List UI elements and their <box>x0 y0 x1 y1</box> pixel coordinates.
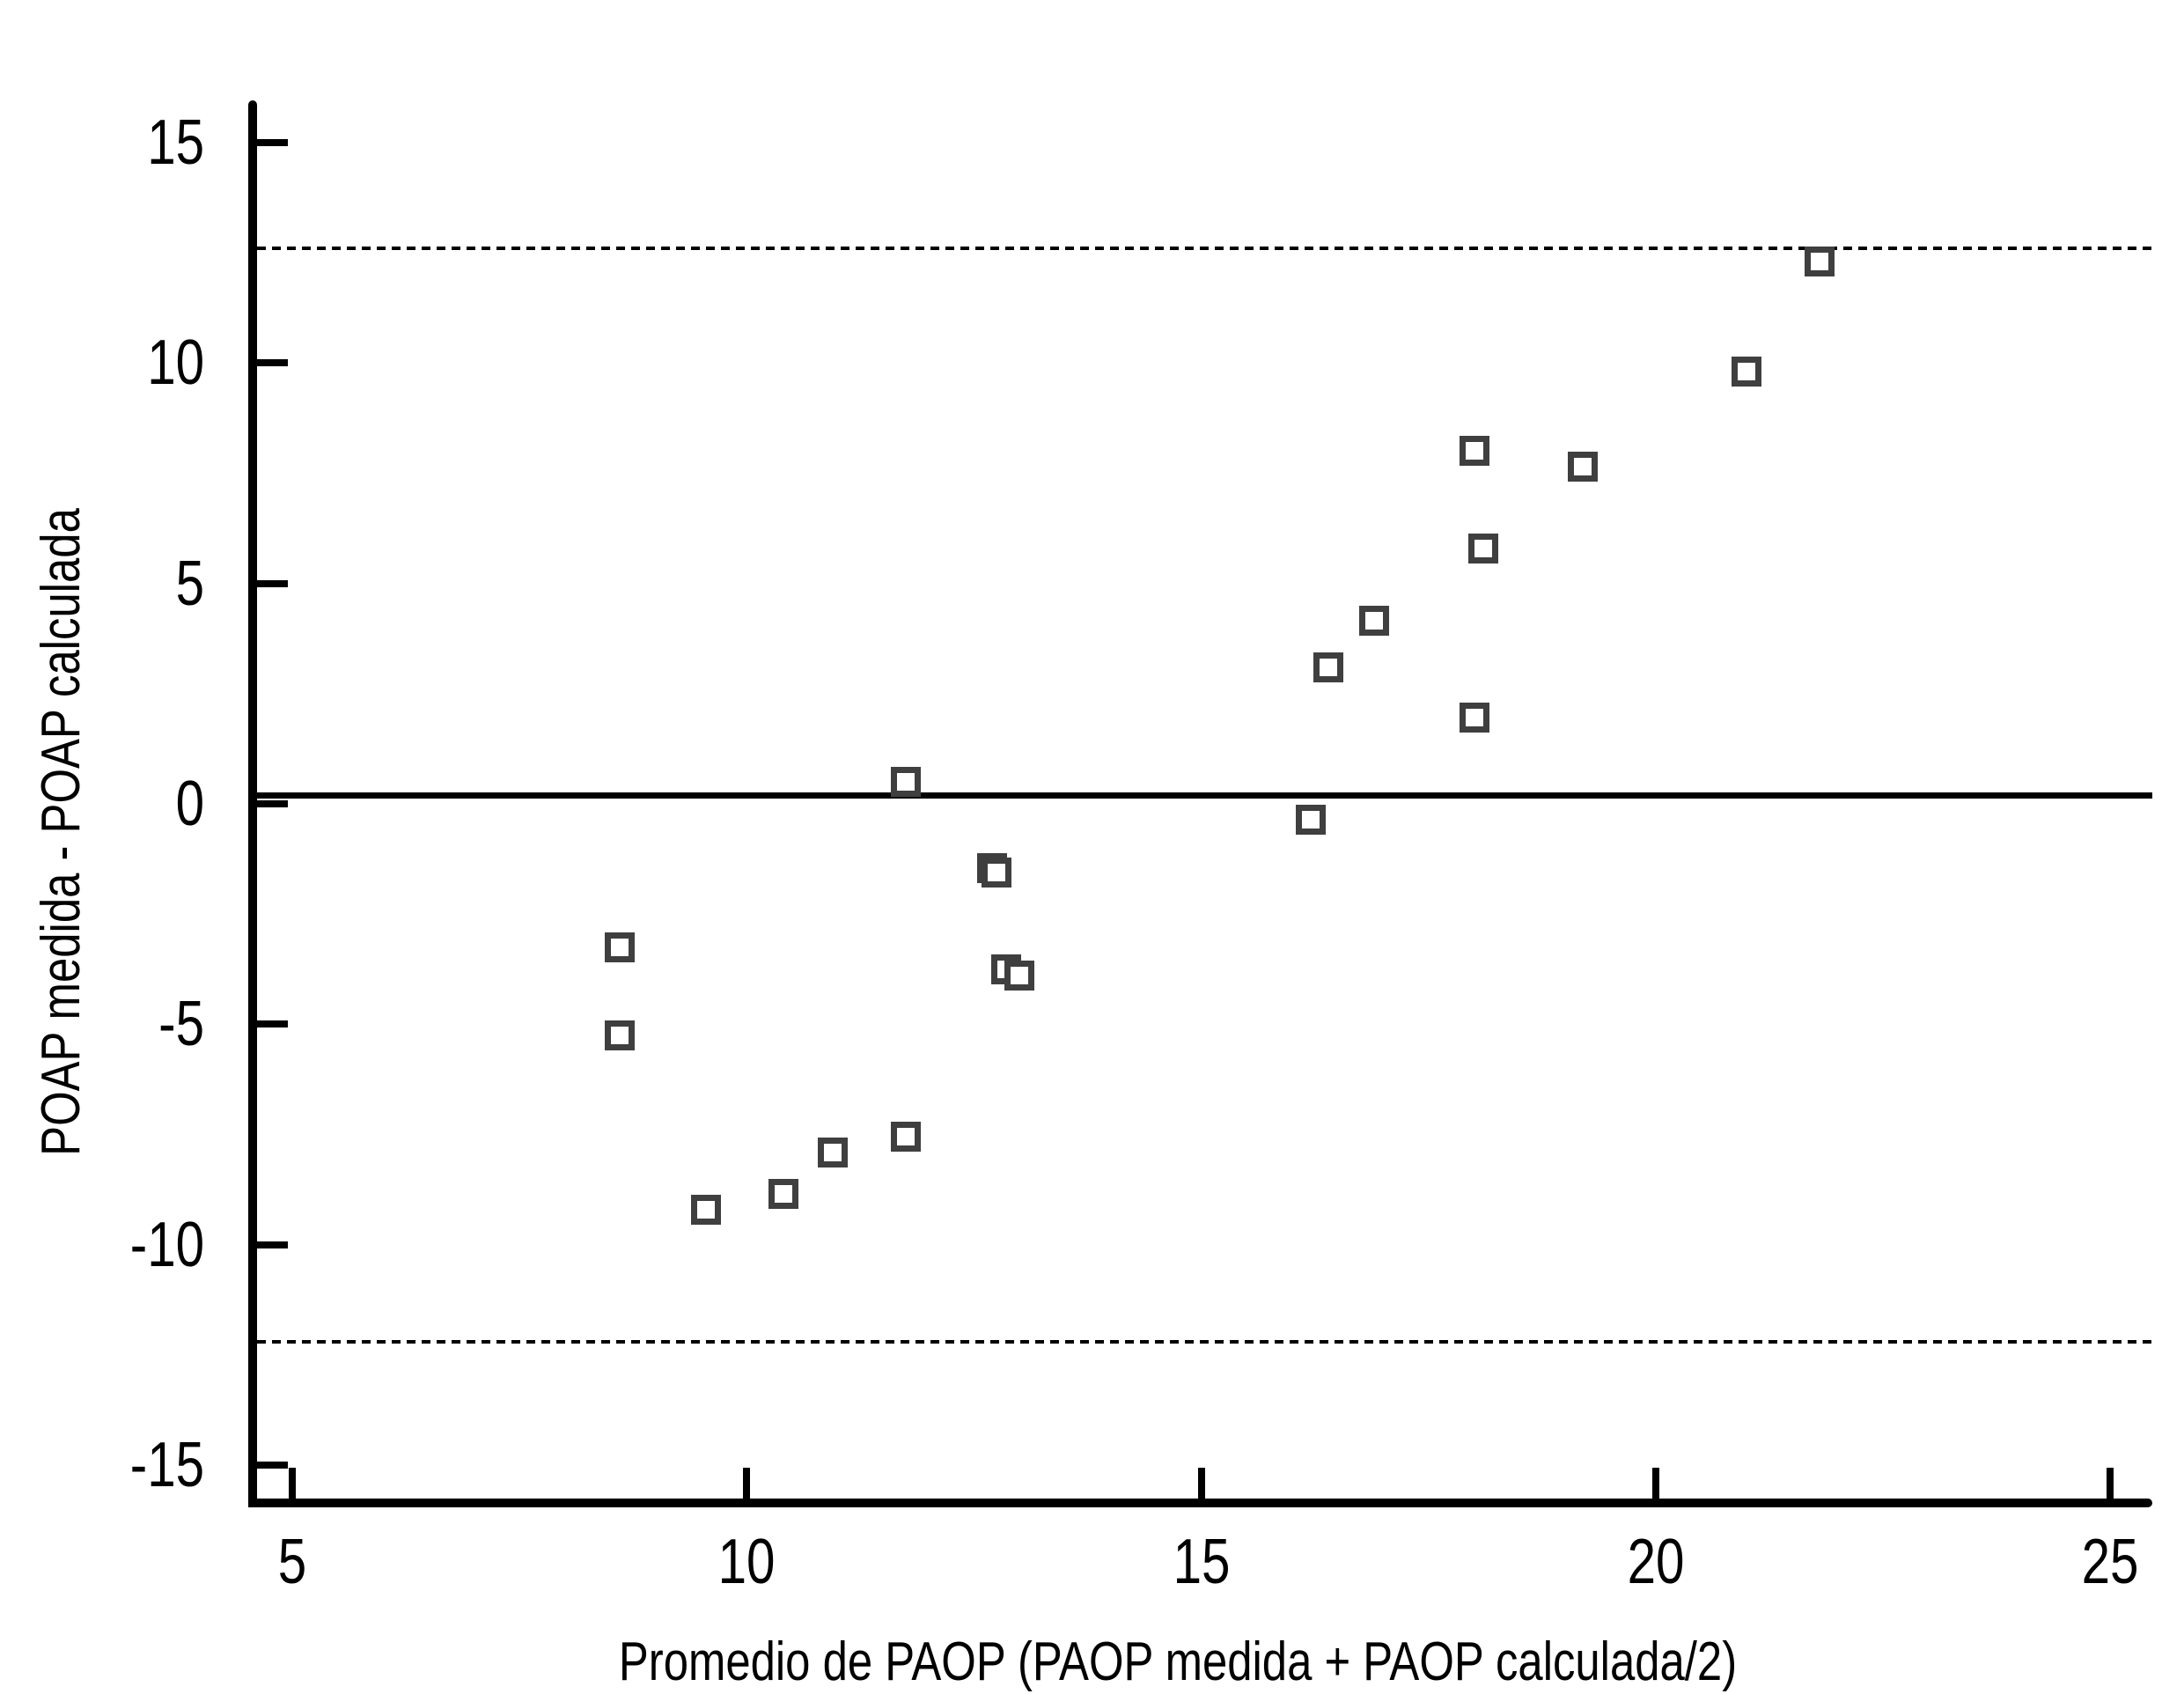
y-axis-title: POAP medida - POAP calculada <box>31 437 92 1226</box>
y-tick-label: 5 <box>0 552 204 615</box>
y-tick-label-text: 5 <box>175 549 204 619</box>
y-tick <box>257 139 288 146</box>
data-point-marker <box>1460 436 1489 466</box>
data-point-marker <box>1805 247 1835 276</box>
x-tick <box>289 1468 296 1499</box>
x-tick-label-text: 10 <box>717 1527 776 1597</box>
x-tick <box>2107 1468 2114 1499</box>
data-point-marker <box>982 858 1011 888</box>
y-tick-label-text: -10 <box>129 1210 204 1280</box>
x-tick-label-text: 15 <box>1173 1527 1231 1597</box>
data-point-marker <box>891 1122 921 1152</box>
data-point-marker <box>1004 961 1034 991</box>
y-tick <box>257 800 288 807</box>
x-tick <box>1652 1468 1659 1499</box>
y-axis-line <box>248 100 257 1506</box>
y-tick-label-text: -15 <box>129 1430 204 1500</box>
lower-limit-line <box>257 1340 2152 1344</box>
y-tick <box>257 1020 288 1027</box>
x-tick-label: 25 <box>2040 1530 2180 1594</box>
x-tick-label-text: 5 <box>277 1527 307 1597</box>
x-tick <box>743 1468 750 1499</box>
data-point-marker <box>1468 534 1498 563</box>
y-tick-label: 0 <box>0 772 204 836</box>
y-tick-label-text: 10 <box>147 328 204 398</box>
data-point-marker <box>768 1179 798 1209</box>
x-tick-label: 5 <box>222 1530 363 1594</box>
x-axis-title: Promedio de PAOP (PAOP medida + PAOP cal… <box>496 1635 1859 1690</box>
data-point-marker <box>605 932 635 962</box>
x-tick-label: 20 <box>1585 1530 1726 1594</box>
x-tick <box>1198 1468 1205 1499</box>
y-tick-label: -15 <box>0 1433 204 1497</box>
data-point-marker <box>1359 606 1389 636</box>
y-tick-label: 15 <box>0 111 204 174</box>
y-tick-label: 10 <box>0 331 204 394</box>
x-tick-label: 10 <box>676 1530 817 1594</box>
data-point-marker <box>691 1195 721 1225</box>
data-point-marker <box>1313 652 1343 682</box>
data-point-marker <box>1296 805 1326 835</box>
mean-line <box>257 792 2152 799</box>
y-tick-label-text: 0 <box>175 769 204 839</box>
data-point-marker <box>605 1020 635 1050</box>
x-tick-label-text: 25 <box>2081 1527 2139 1597</box>
y-tick-label: -5 <box>0 992 204 1056</box>
y-tick-label: -10 <box>0 1213 204 1277</box>
data-point-marker <box>1460 703 1489 733</box>
data-point-marker <box>1732 357 1761 387</box>
x-axis-line <box>248 1499 2152 1507</box>
y-tick-label-text: 15 <box>147 107 204 178</box>
data-point-marker <box>1568 452 1598 482</box>
y-tick <box>257 1462 288 1469</box>
x-tick-label: 15 <box>1131 1530 1272 1594</box>
y-tick <box>257 580 288 587</box>
y-tick-label-text: -5 <box>158 989 204 1059</box>
x-tick-label-text: 20 <box>1627 1527 1685 1597</box>
x-axis-title-text: Promedio de PAOP (PAOP medida + PAOP cal… <box>618 1631 1738 1692</box>
data-point-marker <box>818 1138 848 1167</box>
y-tick <box>257 1241 288 1248</box>
data-point-marker <box>891 767 921 797</box>
y-tick <box>257 359 288 366</box>
upper-limit-line <box>257 247 2152 250</box>
y-axis-title-text: POAP medida - POAP calculada <box>31 508 92 1156</box>
